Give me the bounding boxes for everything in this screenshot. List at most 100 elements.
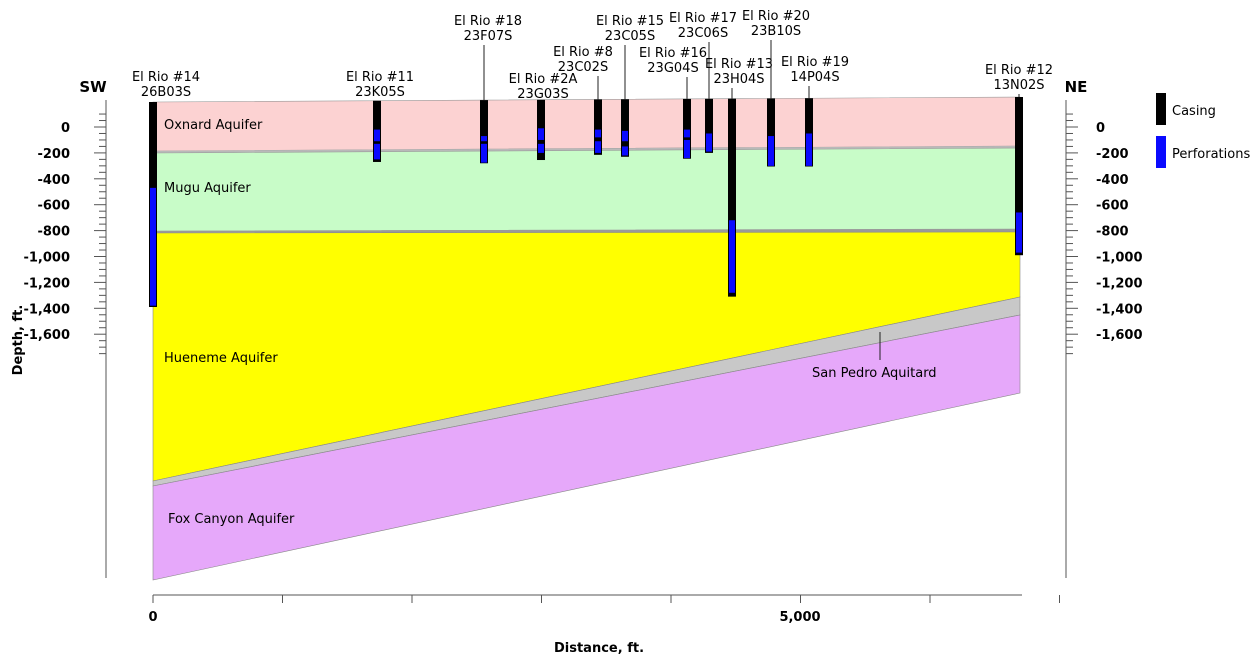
well-perforation (481, 136, 487, 142)
right-y-tick-label: -400 (1096, 173, 1129, 188)
well-name-label: El Rio #2A (509, 72, 578, 87)
layer-oxnard-mugu-boundary (153, 146, 1020, 153)
label-san-pedro-aquitard: San Pedro Aquitard (812, 366, 937, 381)
left-y-tick-label: -1,200 (23, 276, 70, 291)
well-casing (767, 98, 775, 167)
left-y-tick-label: 0 (61, 121, 70, 136)
well-perforation (768, 136, 774, 166)
label-fox-canyon-aquifer: Fox Canyon Aquifer (168, 512, 295, 527)
legend-perforations-label: Perforations (1172, 147, 1250, 162)
right-y-tick-label: -1,400 (1096, 302, 1143, 317)
well-perforation (622, 130, 628, 142)
well-name-label: El Rio #15 (596, 14, 664, 29)
y-axis-title: Depth, ft. (11, 305, 26, 376)
well-id-label: 23K05S (355, 85, 405, 100)
right-y-tick-label: -1,200 (1096, 276, 1143, 291)
well-id-label: 14P04S (790, 70, 839, 85)
well-name-label: El Rio #8 (553, 45, 613, 60)
well-id-label: 23B10S (751, 24, 801, 39)
left-y-tick-label: -400 (37, 173, 70, 188)
well-perforation (595, 129, 601, 138)
well-id-label: 23F07S (464, 29, 513, 44)
well-name-label: El Rio #17 (669, 11, 737, 26)
well-perforation (481, 143, 487, 163)
layer-oxnard-aquifer (152, 96, 1021, 152)
well-name-label: El Rio #16 (639, 46, 707, 61)
layer-fox-canyon-aquifer (152, 314, 1021, 581)
bottom-axis: 0 5,000 (148, 594, 1060, 625)
well-perforation (684, 139, 690, 159)
right-y-tick-label: 0 (1096, 121, 1105, 136)
well-name-label: El Rio #13 (705, 57, 773, 72)
well-casing (705, 98, 713, 153)
well-id-label: 23G04S (647, 61, 698, 76)
well-name-label: El Rio #19 (781, 55, 849, 70)
orientation-ne: NE (1065, 78, 1088, 96)
well-casing (621, 99, 629, 157)
well-perforation (538, 143, 544, 153)
left-y-tick-label: -800 (37, 225, 70, 240)
well-perforation (684, 129, 690, 138)
well-name-label: El Rio #20 (742, 9, 810, 24)
well-id-label: 23C06S (678, 26, 728, 41)
label-hueneme-aquifer: Hueneme Aquifer (164, 351, 278, 366)
left-y-tick-label: -1,400 (23, 302, 70, 317)
x-axis-title: Distance, ft. (554, 641, 644, 656)
right-y-tick-label: -1,000 (1096, 251, 1143, 266)
well-perforation (595, 141, 601, 153)
right-y-tick-label: -200 (1096, 147, 1129, 162)
x-tick-label-5000: 5,000 (779, 610, 820, 625)
well-perforation (374, 129, 380, 142)
label-oxnard-aquifer: Oxnard Aquifer (164, 118, 263, 133)
well-perforation (1016, 212, 1022, 253)
well-name-label: El Rio #18 (454, 14, 522, 29)
legend-casing-label: Casing (1172, 104, 1216, 119)
right-axis: 0 -200 -400 -600 -800 -1,000 -1,200 -1,400 -1,60… (1065, 100, 1143, 578)
well-perforation (538, 128, 544, 140)
legend-casing-swatch (1156, 93, 1166, 125)
left-y-tick-label: -1,600 (23, 328, 70, 343)
well-id-label: 23C05S (605, 29, 655, 44)
well-casing (1015, 97, 1023, 256)
well-id-label: 23H04S (713, 72, 764, 87)
well-perforation (150, 187, 156, 306)
layer-mugu-aquifer (152, 147, 1021, 232)
well-perforation (622, 146, 628, 156)
well-casing (683, 98, 691, 159)
right-y-tick-label: -800 (1096, 225, 1129, 240)
legend: Casing Perforations (1156, 93, 1250, 168)
left-y-tick-label: -1,000 (23, 251, 70, 266)
well-casing (728, 98, 736, 297)
well-perforation (706, 133, 712, 152)
well-id-label: 26B03S (141, 85, 191, 100)
left-y-tick-label: -600 (37, 199, 70, 214)
legend-perforations-swatch (1156, 136, 1166, 168)
well-perforation (729, 220, 735, 293)
well-casing (480, 100, 488, 164)
well-name-label: El Rio #14 (132, 70, 200, 85)
well-perforation (806, 133, 812, 166)
well-id-label: 13N02S (993, 78, 1044, 93)
well-name-label: El Rio #12 (985, 63, 1053, 78)
well-id-label: 23C02S (558, 60, 608, 75)
well-name-label: El Rio #11 (346, 70, 414, 85)
well-id-label: 23G03S (517, 87, 568, 102)
right-y-tick-label: -600 (1096, 199, 1129, 214)
x-tick-label-0: 0 (148, 610, 157, 625)
label-mugu-aquifer: Mugu Aquifer (164, 181, 251, 196)
left-axis: 0 -200 -400 -600 -800 -1,000 -1,200 -1,400 -1,60… (23, 100, 107, 578)
well-casing (805, 98, 813, 167)
